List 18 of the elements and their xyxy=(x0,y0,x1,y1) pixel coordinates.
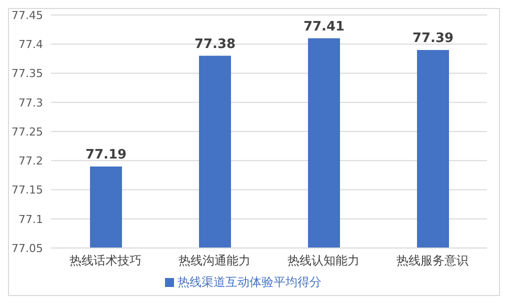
x-tick-label: 热线认知能力 xyxy=(288,254,360,268)
y-tick-label: 77.35 xyxy=(12,67,43,80)
x-tick-label: 热线服务意识 xyxy=(396,254,468,268)
y-tick-label: 77.2 xyxy=(18,154,43,168)
y-tick-label: 77.1 xyxy=(18,212,43,226)
y-tick-label: 77.4 xyxy=(18,38,43,52)
y-tick-label: 77.3 xyxy=(18,96,43,110)
data-label: 77.41 xyxy=(303,19,345,34)
data-label: 77.38 xyxy=(194,36,236,52)
data-label: 77.19 xyxy=(85,147,127,162)
y-tick-label: 77.25 xyxy=(12,125,43,138)
data-label: 77.39 xyxy=(412,30,454,46)
y-tick-label: 77.05 xyxy=(12,242,43,255)
y-tick-label: 77.45 xyxy=(12,8,43,22)
legend-label: 热线渠道互动体验平均得分 xyxy=(178,275,322,289)
x-tick-label: 热线沟通能力 xyxy=(178,254,250,268)
x-tick-label: 热线话术技巧 xyxy=(70,254,142,268)
y-tick-label: 77.15 xyxy=(12,184,43,197)
